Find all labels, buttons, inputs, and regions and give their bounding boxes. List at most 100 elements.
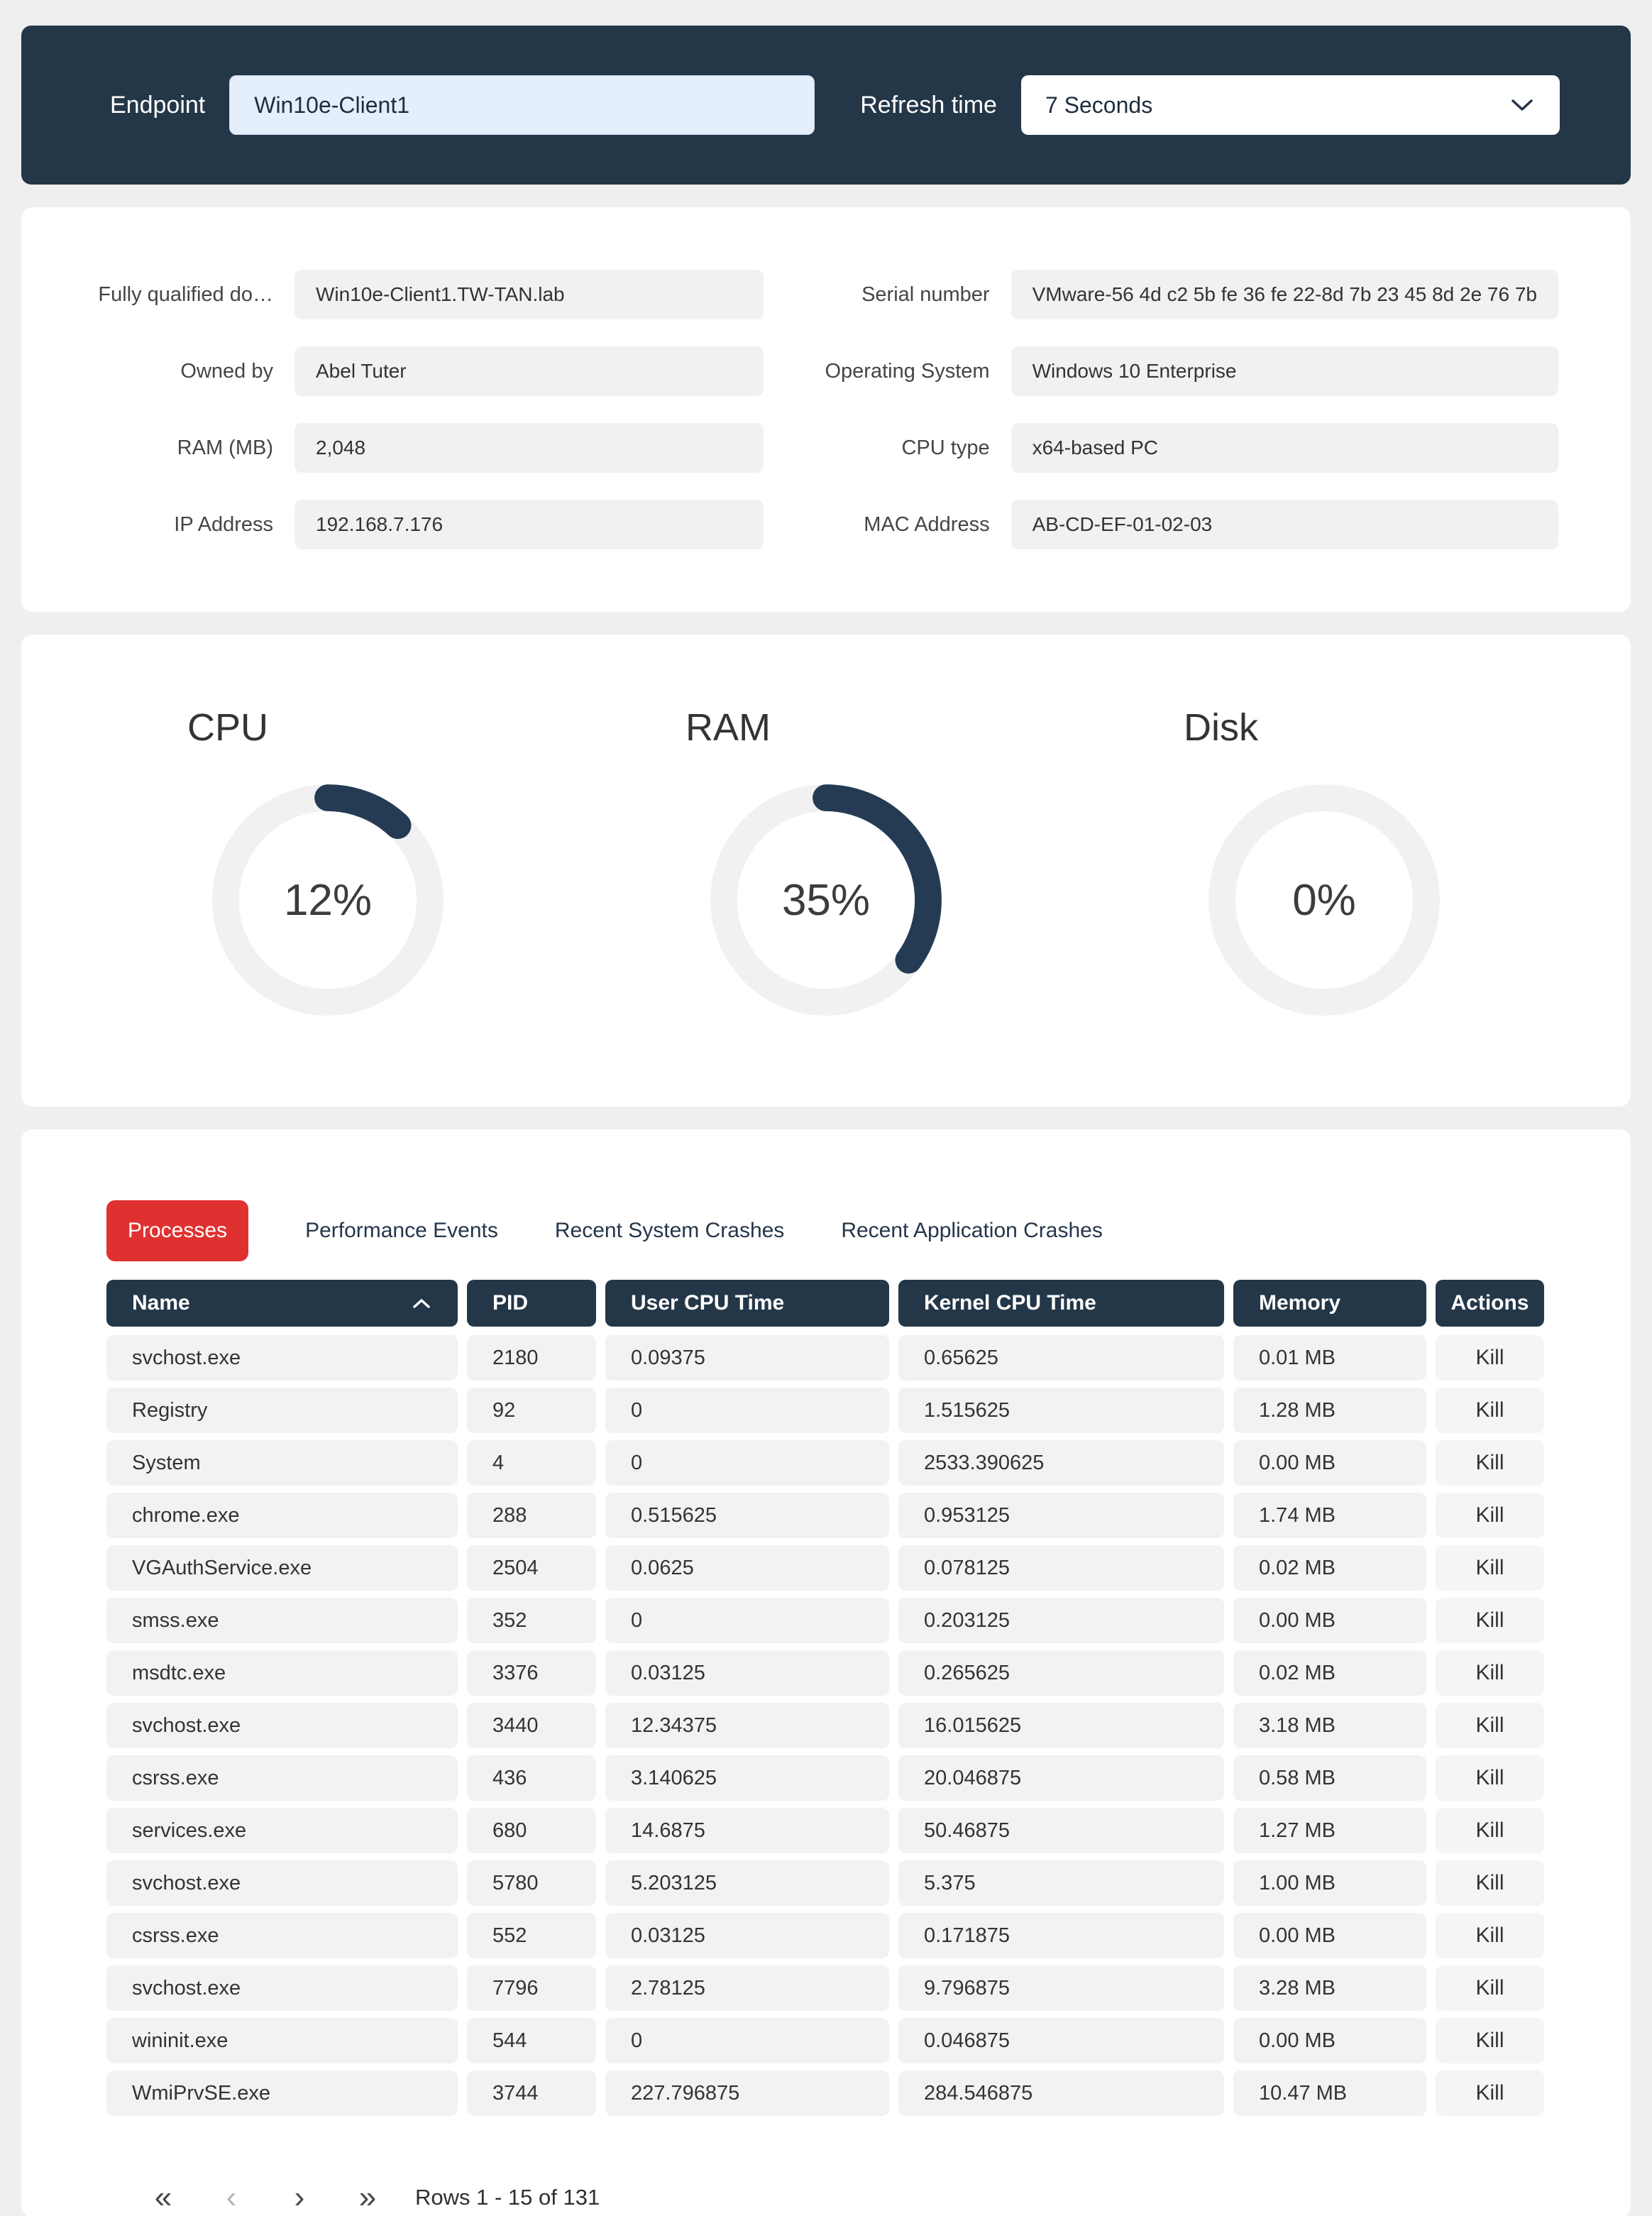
kill-button[interactable]: Kill bbox=[1436, 1335, 1544, 1381]
column-header-pid[interactable]: PID bbox=[467, 1280, 596, 1327]
table-row: svchost.exe 2180 0.09375 0.65625 0.01 MB Kill bbox=[106, 1335, 1546, 1381]
cell-memory: 3.28 MB bbox=[1233, 1965, 1426, 2011]
kill-button[interactable]: Kill bbox=[1436, 1755, 1544, 1801]
refresh-time-select[interactable]: 7 Seconds bbox=[1020, 75, 1560, 135]
field-label: CPU type bbox=[901, 436, 990, 459]
kill-button[interactable]: Kill bbox=[1436, 1545, 1544, 1591]
column-header-memory[interactable]: Memory bbox=[1233, 1280, 1426, 1327]
cell-pid: 352 bbox=[467, 1598, 596, 1643]
kill-button[interactable]: Kill bbox=[1436, 2018, 1544, 2063]
kill-button[interactable]: Kill bbox=[1436, 1650, 1544, 1696]
cell-kernel-cpu: 0.078125 bbox=[898, 1545, 1224, 1591]
table-row: services.exe 680 14.6875 50.46875 1.27 MB Kil… bbox=[106, 1808, 1546, 1853]
column-header-user-cpu-time[interactable]: User CPU Time bbox=[605, 1280, 889, 1327]
field-cpu-type: CPU type x64-based PC bbox=[781, 423, 1558, 473]
table-row: msdtc.exe 3376 0.03125 0.265625 0.02 MB Kill bbox=[106, 1650, 1546, 1696]
owned-by-value: Abel Tuter bbox=[294, 346, 764, 396]
cell-memory: 10.47 MB bbox=[1233, 2070, 1426, 2116]
cell-pid: 5780 bbox=[467, 1860, 596, 1906]
kill-button[interactable]: Kill bbox=[1436, 1965, 1544, 2011]
cell-memory: 0.00 MB bbox=[1233, 1913, 1426, 1958]
process-table-body: svchost.exe 2180 0.09375 0.65625 0.01 MB Kill… bbox=[106, 1335, 1546, 2116]
cell-user-cpu: 0.515625 bbox=[605, 1493, 889, 1538]
kill-button[interactable]: Kill bbox=[1436, 1913, 1544, 1958]
process-table: Name PID User CPU Time Kernel CPU Time M… bbox=[106, 1280, 1546, 2116]
column-header-kernel-cpu-time[interactable]: Kernel CPU Time bbox=[898, 1280, 1224, 1327]
table-row: chrome.exe 288 0.515625 0.953125 1.74 MB Kill bbox=[106, 1493, 1546, 1538]
tab-recent-application-crashes[interactable]: Recent Application Crashes bbox=[841, 1219, 1103, 1242]
kill-button[interactable]: Kill bbox=[1436, 2070, 1544, 2116]
table-row: wininit.exe 544 0 0.046875 0.00 MB Kill bbox=[106, 2018, 1546, 2063]
column-header-actions: Actions bbox=[1436, 1280, 1544, 1327]
field-mac-address: MAC Address AB-CD-EF-01-02-03 bbox=[781, 500, 1558, 549]
cell-kernel-cpu: 5.375 bbox=[898, 1860, 1224, 1906]
cell-kernel-cpu: 284.546875 bbox=[898, 2070, 1224, 2116]
refresh-time-label: Refresh time bbox=[860, 91, 997, 119]
donut-gauge-icon bbox=[710, 784, 942, 1016]
cell-user-cpu: 0.0625 bbox=[605, 1545, 889, 1591]
tab-recent-system-crashes[interactable]: Recent System Crashes bbox=[554, 1219, 785, 1242]
cell-memory: 1.27 MB bbox=[1233, 1808, 1426, 1853]
cell-kernel-cpu: 16.015625 bbox=[898, 1703, 1224, 1748]
cpu-gauge-value: 12% bbox=[283, 875, 373, 925]
column-header-name[interactable]: Name bbox=[106, 1280, 458, 1327]
cell-kernel-cpu: 0.265625 bbox=[898, 1650, 1224, 1696]
field-label: Operating System bbox=[825, 359, 990, 383]
cell-memory: 0.00 MB bbox=[1233, 2018, 1426, 2063]
field-label: RAM (MB) bbox=[177, 436, 273, 459]
kill-button[interactable]: Kill bbox=[1436, 1703, 1544, 1748]
device-details-card: Fully qualified do… Win10e-Client1.TW-TA… bbox=[21, 207, 1631, 612]
endpoint-toolbar: Endpoint Refresh time 7 Seconds bbox=[21, 26, 1631, 185]
next-page-button[interactable]: › bbox=[294, 2180, 305, 2215]
cell-pid: 288 bbox=[467, 1493, 596, 1538]
previous-page-button[interactable]: ‹ bbox=[226, 2180, 237, 2215]
cell-memory: 3.18 MB bbox=[1233, 1703, 1426, 1748]
pagination-summary: Rows 1 - 15 of 131 bbox=[415, 2185, 600, 2210]
cell-user-cpu: 0 bbox=[605, 1440, 889, 1486]
cell-kernel-cpu: 0.65625 bbox=[898, 1335, 1224, 1381]
last-page-button[interactable]: » bbox=[358, 2180, 377, 2215]
cpu-gauge: CPU 12% bbox=[186, 706, 470, 1028]
kill-button[interactable]: Kill bbox=[1436, 1388, 1544, 1433]
cell-name: svchost.exe bbox=[106, 1965, 458, 2011]
kill-button[interactable]: Kill bbox=[1436, 1440, 1544, 1486]
tab-processes[interactable]: Processes bbox=[106, 1200, 249, 1261]
cell-kernel-cpu: 9.796875 bbox=[898, 1965, 1224, 2011]
tab-performance-events[interactable]: Performance Events bbox=[305, 1219, 498, 1242]
cell-memory: 1.28 MB bbox=[1233, 1388, 1426, 1433]
cell-memory: 0.01 MB bbox=[1233, 1335, 1426, 1381]
field-serial-number: Serial number VMware-56 4d c2 5b fe 36 f… bbox=[781, 270, 1558, 319]
cpu-gauge-ring: 12% bbox=[200, 772, 456, 1028]
cell-pid: 3744 bbox=[467, 2070, 596, 2116]
field-label: MAC Address bbox=[864, 512, 990, 536]
kill-button[interactable]: Kill bbox=[1436, 1493, 1544, 1538]
cell-pid: 544 bbox=[467, 2018, 596, 2063]
cell-pid: 680 bbox=[467, 1808, 596, 1853]
table-row: svchost.exe 7796 2.78125 9.796875 3.28 MB Kil… bbox=[106, 1965, 1546, 2011]
ram-gauge: RAM 35% bbox=[684, 706, 968, 1028]
cell-user-cpu: 0 bbox=[605, 2018, 889, 2063]
field-owned-by: Owned by Abel Tuter bbox=[64, 346, 764, 396]
refresh-time-value: 7 Seconds bbox=[1045, 92, 1153, 118]
kill-button[interactable]: Kill bbox=[1436, 1598, 1544, 1643]
cell-pid: 3440 bbox=[467, 1703, 596, 1748]
cell-user-cpu: 227.796875 bbox=[605, 2070, 889, 2116]
cell-pid: 2180 bbox=[467, 1335, 596, 1381]
cell-pid: 92 bbox=[467, 1388, 596, 1433]
kill-button[interactable]: Kill bbox=[1436, 1860, 1544, 1906]
cell-user-cpu: 0 bbox=[605, 1598, 889, 1643]
process-table-header: Name PID User CPU Time Kernel CPU Time M… bbox=[106, 1280, 1546, 1327]
cell-name: svchost.exe bbox=[106, 1860, 458, 1906]
cell-user-cpu: 14.6875 bbox=[605, 1808, 889, 1853]
first-page-button[interactable]: « bbox=[154, 2180, 172, 2215]
cell-kernel-cpu: 0.953125 bbox=[898, 1493, 1224, 1538]
table-row: svchost.exe 3440 12.34375 16.015625 3.18 MB K… bbox=[106, 1703, 1546, 1748]
cell-kernel-cpu: 1.515625 bbox=[898, 1388, 1224, 1433]
processes-card: Processes Performance Events Recent Syst… bbox=[21, 1129, 1631, 2216]
kill-button[interactable]: Kill bbox=[1436, 1808, 1544, 1853]
cell-user-cpu: 0.09375 bbox=[605, 1335, 889, 1381]
cell-kernel-cpu: 50.46875 bbox=[898, 1808, 1224, 1853]
cpu-type-value: x64-based PC bbox=[1011, 423, 1558, 473]
cell-user-cpu: 0.03125 bbox=[605, 1650, 889, 1696]
endpoint-input[interactable] bbox=[229, 75, 815, 135]
